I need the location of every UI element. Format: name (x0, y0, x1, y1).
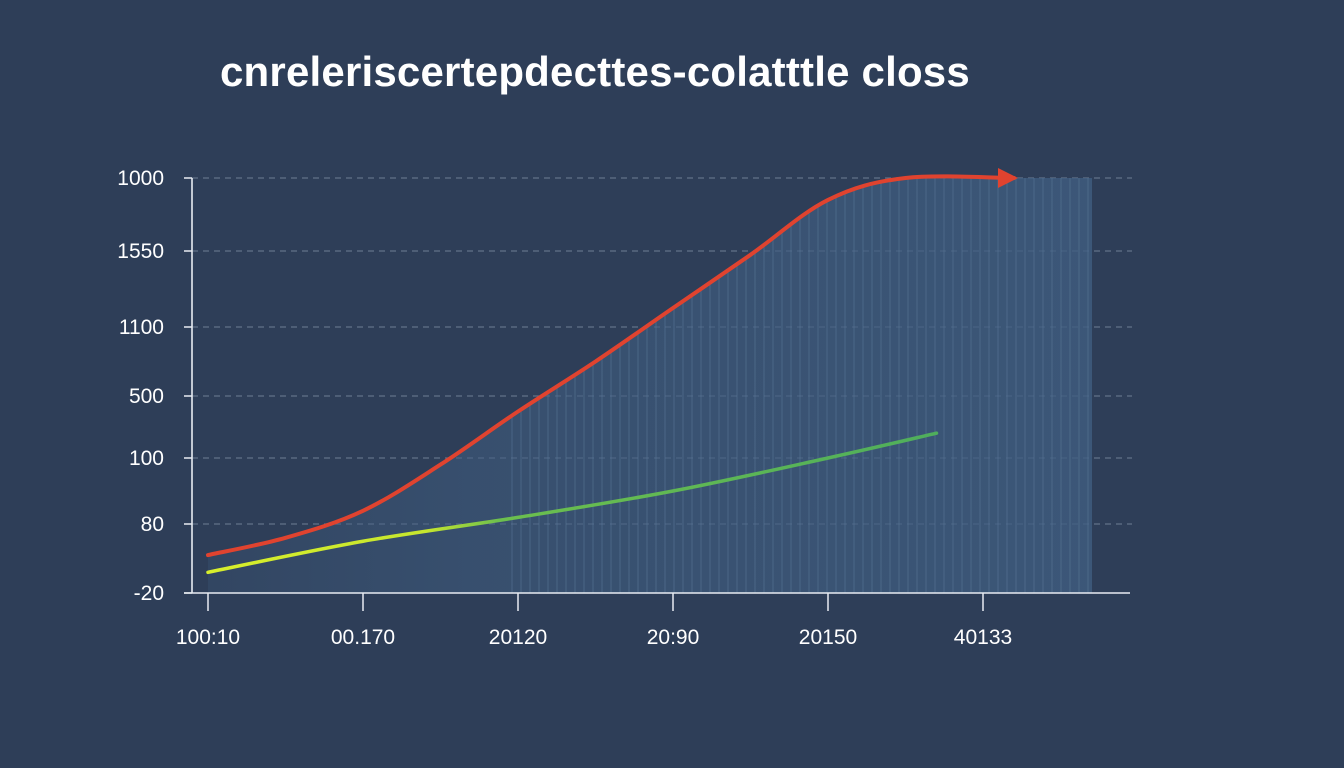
y-tick-label: 500 (129, 385, 164, 408)
y-tick-label: 80 (141, 513, 164, 536)
y-tick-label: 1100 (119, 316, 164, 339)
x-tick-label: 20120 (489, 626, 547, 649)
x-tick-label: 00.170 (331, 626, 395, 649)
x-tick-label: 20:90 (647, 626, 700, 649)
series-line-upper (206, 168, 1018, 558)
chart-title: cnreleriscertepdecttes-colatttle closs (220, 48, 970, 95)
y-tick-label: 1550 (117, 240, 164, 263)
x-tick-label: 100:10 (176, 626, 240, 649)
x-tick-label: 40133 (954, 626, 1012, 649)
y-tick-label: -20 (134, 582, 164, 605)
series-line-lower (206, 431, 939, 575)
y-tick-label: 1000 (117, 167, 164, 190)
area-fill (208, 176, 1092, 593)
y-tick-label: 100 (129, 447, 164, 470)
x-tick-label: 20150 (799, 626, 857, 649)
